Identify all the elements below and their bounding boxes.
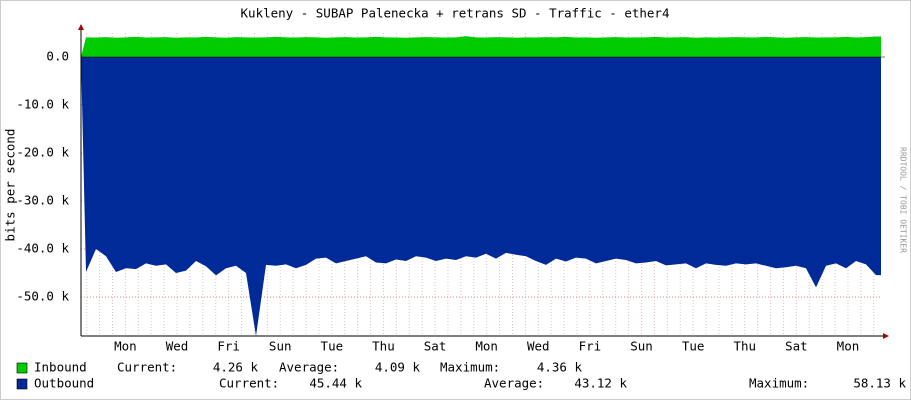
stat-label: Average: [484,376,544,391]
x-tick-label: Fri [217,339,240,354]
y-tick-label: -50.0 k [16,289,69,304]
stat-label: Average: [279,360,339,375]
x-tick-label: Tue [321,339,344,354]
x-tick-label: Sat [785,339,808,354]
stat-value: 4.26 k [213,360,259,375]
legend-label: Outbound [34,376,94,391]
y-tick-label: -20.0 k [16,145,69,160]
x-tick-label: Wed [527,339,550,354]
x-tick-label: Sat [424,339,447,354]
legend-swatch [16,378,28,390]
stat-label: Maximum: [440,360,500,375]
chart-title: Kukleny - SUBAP Palenecka + retrans SD -… [241,6,670,21]
x-tick-label: Thu [733,339,756,354]
stat-label: Current: [219,376,279,391]
legend-label: Inbound [34,360,87,375]
stat-value: 4.36 k [537,360,583,375]
y-axis-label: bits per second [3,129,18,242]
area-0 [81,36,881,57]
y-tick-label: -30.0 k [16,193,69,208]
x-tick-label: Thu [372,339,395,354]
y-tick-label: -40.0 k [16,241,69,256]
stat-value: 58.13 k [853,376,906,391]
x-tick-label: Tue [682,339,705,354]
x-tick-label: Mon [475,339,498,354]
stat-label: Current: [117,360,177,375]
x-tick-label: Sun [630,339,653,354]
y-arrow [78,24,84,30]
y-tick-label: 0.0 [46,49,69,64]
x-tick-label: Sun [269,339,292,354]
x-tick-label: Mon [114,339,137,354]
watermark: RRDTOOL / TOBI OETIKER [899,147,908,253]
stat-value: 45.44 k [309,376,362,391]
y-tick-label: -10.0 k [16,97,69,112]
area-1 [81,57,881,337]
stat-value: 43.12 k [574,376,627,391]
x-tick-label: Fri [579,339,602,354]
x-tick-label: Mon [837,339,860,354]
stat-value: 4.09 k [375,360,421,375]
legend-swatch [16,362,28,374]
x-tick-label: Wed [166,339,189,354]
x-arrow [883,333,889,339]
stat-label: Maximum: [749,376,809,391]
